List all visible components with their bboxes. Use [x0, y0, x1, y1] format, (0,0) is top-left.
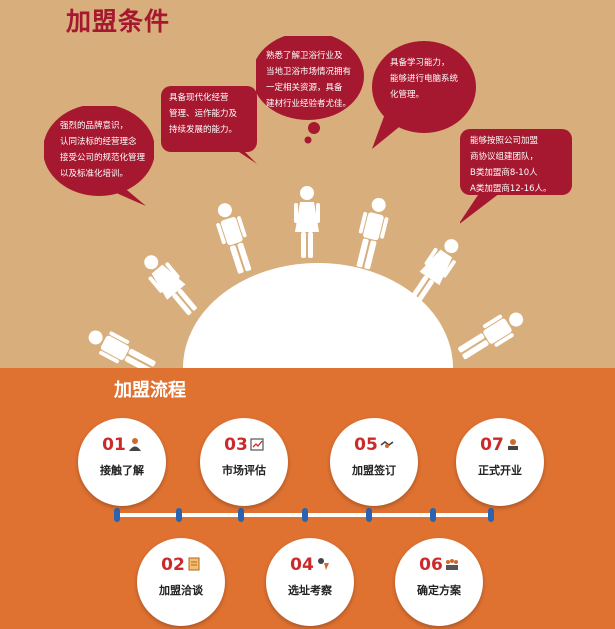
step-number: 04	[290, 555, 314, 575]
team-icon	[445, 556, 459, 570]
woman-figure-icon	[137, 248, 203, 320]
condition-text-1: 强烈的品牌意识， 认同法标的经营理念 接受公司的规范化管理 以及标准化培训。	[60, 121, 146, 179]
step-label: 加盟洽谈	[159, 584, 203, 597]
timeline-dot	[488, 508, 494, 522]
condition-text-3: 熟悉了解卫浴行业及 当地卫浴市场情况拥有 一定相关资源，具备 建材行业经验者尤佳…	[266, 51, 352, 109]
condition-text-5: 能够按照公司加盟 商协议组建团队， B类加盟商8-10人 A类加盟商12-16人…	[470, 136, 552, 194]
condition-bubble-2: 具备现代化经营 管理、运作能力及 持续发展的能力。	[161, 86, 257, 164]
timeline-bar	[114, 508, 494, 522]
handshake-icon	[380, 436, 394, 450]
condition-text-2: 具备现代化经营 管理、运作能力及 持续发展的能力。	[169, 93, 238, 135]
conditions-section: 加盟条件 强烈的品牌意识， 认同法标的经营理念 接受公司的规范化管理 以及标准化…	[0, 0, 615, 368]
timeline-dot	[114, 508, 120, 522]
location-icon	[316, 556, 330, 570]
document-icon	[187, 556, 201, 571]
condition-bubble-5: 能够按照公司加盟 商协议组建团队， B类加盟商8-10人 A类加盟商12-16人…	[460, 129, 572, 224]
condition-bubble-4: 具备学习能力， 能够进行电脑系统 化管理。	[372, 41, 476, 149]
step-05: 05 加盟签订	[330, 418, 418, 506]
step-number: 01	[102, 435, 126, 455]
step-number: 07	[480, 435, 504, 455]
condition-bubble-1: 强烈的品牌意识， 认同法标的经营理念 接受公司的规范化管理 以及标准化培训。	[44, 106, 154, 206]
step-label: 确定方案	[417, 584, 461, 597]
timeline-dot	[238, 508, 244, 522]
step-number: 02	[161, 555, 185, 575]
timeline-dot	[176, 508, 182, 522]
man-figure-icon	[350, 195, 393, 271]
person-icon	[128, 436, 142, 451]
condition-bubble-3: 熟悉了解卫浴行业及 当地卫浴市场情况拥有 一定相关资源，具备 建材行业经验者尤佳…	[256, 36, 364, 144]
step-03: 03 市场评估	[200, 418, 288, 506]
step-label: 选址考察	[288, 584, 332, 597]
conditions-title: 加盟条件	[66, 7, 171, 36]
chart-icon	[250, 436, 264, 451]
step-number: 05	[354, 435, 378, 455]
woman-figure-icon	[404, 233, 466, 307]
step-07: 07 正式开业	[456, 418, 544, 506]
woman-figure-icon	[294, 186, 320, 258]
man-figure-icon	[454, 305, 529, 365]
step-label: 加盟签订	[352, 464, 396, 477]
step-04: 04 选址考察	[266, 538, 354, 626]
timeline-dot	[430, 508, 436, 522]
step-01: 01 接触了解	[78, 418, 166, 506]
step-02: 02 加盟洽谈	[137, 538, 225, 626]
man-figure-icon	[210, 200, 257, 277]
open-icon	[506, 436, 520, 450]
timeline-dot	[302, 508, 308, 522]
timeline-dot	[366, 508, 372, 522]
step-number: 03	[224, 435, 248, 455]
step-label: 正式开业	[478, 464, 522, 477]
step-label: 市场评估	[222, 464, 266, 477]
man-figure-icon	[83, 323, 159, 368]
process-title: 加盟流程	[114, 380, 186, 401]
condition-text-4: 具备学习能力， 能够进行电脑系统 化管理。	[390, 58, 459, 100]
step-number: 06	[419, 555, 443, 575]
step-06: 06 确定方案	[395, 538, 483, 626]
step-label: 接触了解	[100, 464, 144, 477]
